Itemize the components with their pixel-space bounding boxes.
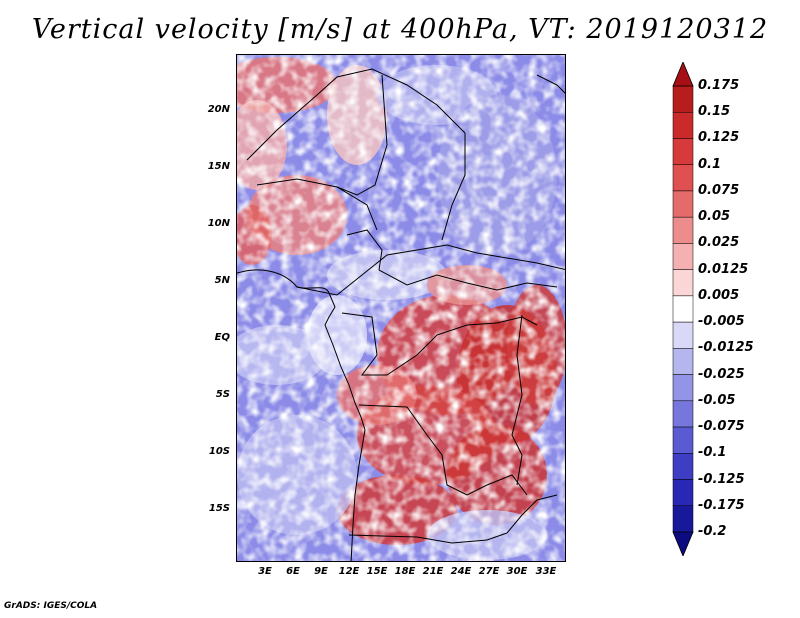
angola-drc-border: [358, 404, 528, 496]
colorbar-step: [672, 269, 694, 297]
sahara-border-1: [246, 68, 466, 161]
colorbar-step: [672, 138, 694, 165]
lon-label: 30E: [506, 566, 528, 577]
colorbar-level-label: -0.025: [698, 366, 745, 382]
colorbar-level-label: -0.175: [698, 497, 745, 513]
colorbar-step: [672, 111, 694, 139]
colorbar-step: [672, 216, 694, 244]
lon-label: 24E: [450, 566, 472, 577]
central-border-2: [378, 269, 558, 291]
lat-label: 15S: [208, 503, 230, 514]
lon-label: 9E: [314, 566, 328, 577]
colorbar-level-label: -0.1: [698, 445, 727, 461]
lon-label: 6E: [286, 566, 300, 577]
great-lakes-line: [511, 314, 523, 486]
colorbar-level-label: 0.15: [698, 104, 731, 120]
colorbar-step: [672, 243, 694, 270]
colorbar-step: [672, 400, 694, 428]
lat-label: 15N: [207, 161, 230, 172]
sahara-border-3: [336, 74, 388, 196]
colorbar-step: [672, 321, 694, 349]
colorbar-step: [672, 505, 694, 533]
south-border: [348, 532, 508, 544]
lon-label: 21E: [422, 566, 444, 577]
lon-label: 12E: [338, 566, 360, 577]
colorbar-level-label: 0.125: [698, 130, 740, 146]
grads-credit: GrADS: IGES/COLA: [4, 601, 98, 611]
lat-label: 10N: [207, 218, 230, 229]
chart-title: Vertical velocity [m/s] at 400hPa, VT: 2…: [31, 14, 769, 45]
zambia-border: [506, 494, 558, 534]
colorbar-level-label: -0.075: [698, 419, 745, 435]
colorbar-step: [672, 190, 694, 218]
lat-label: EQ: [214, 332, 230, 343]
colorbar-level-label: 0.175: [698, 78, 740, 93]
central-border-1: [346, 229, 383, 271]
colorbar-level-label: -0.125: [698, 471, 745, 487]
colorbar-step: [672, 426, 694, 454]
lat-label: 5N: [214, 275, 230, 286]
lat-label: 20N: [207, 104, 230, 115]
colorbar-step: [672, 453, 694, 480]
sahara-border-2: [441, 133, 466, 241]
lon-label: 33E: [535, 566, 557, 577]
colorbar-level-label: 0.075: [698, 182, 740, 198]
colorbar-step: [672, 348, 694, 375]
colorbar-level-label: -0.05: [698, 392, 736, 408]
colorbar-level-label: 0.05: [698, 209, 731, 225]
lat-label: 10S: [208, 446, 230, 457]
lon-label: 18E: [394, 566, 416, 577]
colorbar-step: [672, 85, 694, 113]
colorbar-top-arrow: [672, 62, 694, 87]
colorbar-level-label: 0.0125: [698, 261, 749, 277]
colorbar-level-label: 0.005: [698, 287, 740, 303]
colorbar-level-label: 0.025: [698, 235, 740, 251]
colorbar: [672, 62, 694, 556]
colorbar-step: [672, 164, 694, 192]
lon-label: 27E: [478, 566, 500, 577]
colorbar-level-label: 0.1: [698, 156, 722, 172]
colorbar-level-label: -0.0125: [698, 340, 754, 356]
sahel-border: [296, 244, 565, 296]
west-africa-border: [256, 178, 378, 231]
colorbar-step: [672, 374, 694, 402]
colorbar-bottom-arrow: [672, 531, 694, 556]
lon-label: 3E: [258, 566, 272, 577]
field-texture: [237, 55, 565, 561]
colorbar-step: [672, 295, 694, 323]
map-panel: [236, 54, 566, 562]
lat-label: 5S: [215, 389, 230, 400]
colorbar-step: [672, 479, 694, 507]
coastline: [237, 269, 366, 561]
colorbar-level-label: -0.005: [698, 314, 745, 330]
velocity-field-map: [237, 55, 565, 561]
colorbar-level-label: -0.2: [698, 524, 727, 539]
country-borders: [237, 68, 565, 561]
lon-label: 15E: [366, 566, 388, 577]
northeast-border: [536, 74, 565, 94]
congo-border: [341, 312, 387, 376]
